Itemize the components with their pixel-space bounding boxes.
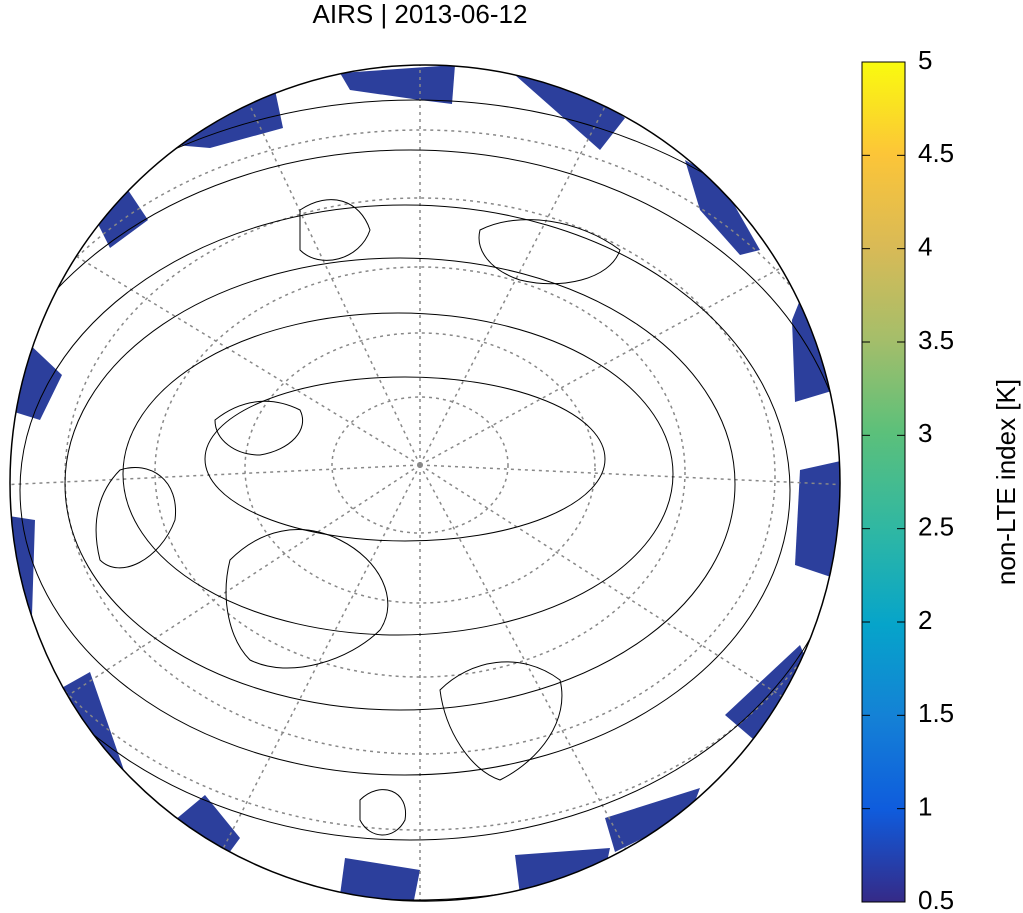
globe bbox=[10, 65, 840, 901]
globe-border bbox=[9, 64, 841, 902]
colorbar-label: non-LTE index [K] bbox=[991, 379, 1021, 585]
colorbar-tick-label: 3.5 bbox=[918, 325, 954, 355]
colorbar-tick-label: 1 bbox=[918, 792, 932, 822]
swath bbox=[340, 858, 420, 901]
colorbar-tick-label: 4.5 bbox=[918, 138, 954, 168]
colorbar-tick-label: 2.5 bbox=[918, 512, 954, 542]
swath bbox=[795, 460, 840, 580]
colorbar-tick-label: 5 bbox=[918, 45, 932, 75]
swath bbox=[175, 90, 283, 148]
swath bbox=[515, 70, 625, 150]
swath bbox=[792, 300, 835, 402]
swath bbox=[58, 672, 128, 782]
colorbar-ticks: 0.5 1 1.5 2 2.5 3 3.5 4 4.5 5 bbox=[862, 45, 954, 913]
swath bbox=[340, 65, 455, 104]
coastlines bbox=[95, 199, 621, 836]
swath bbox=[725, 645, 815, 745]
graticule bbox=[10, 65, 840, 901]
map-title: AIRS | 2013-06-12 bbox=[313, 0, 528, 29]
swath bbox=[605, 788, 700, 852]
colorbar-tick-label: 2 bbox=[918, 605, 932, 635]
latitude-circles bbox=[10, 99, 840, 901]
swaths bbox=[10, 65, 840, 901]
colorbar bbox=[861, 61, 906, 903]
colorbar-tick-label: 3 bbox=[918, 418, 932, 448]
colorbar-tick-label: 1.5 bbox=[918, 698, 954, 728]
swath bbox=[95, 190, 148, 248]
swath bbox=[685, 160, 760, 255]
colorbar-tick-label: 4 bbox=[918, 232, 932, 262]
colorbar-tick-label: 0.5 bbox=[918, 885, 954, 913]
